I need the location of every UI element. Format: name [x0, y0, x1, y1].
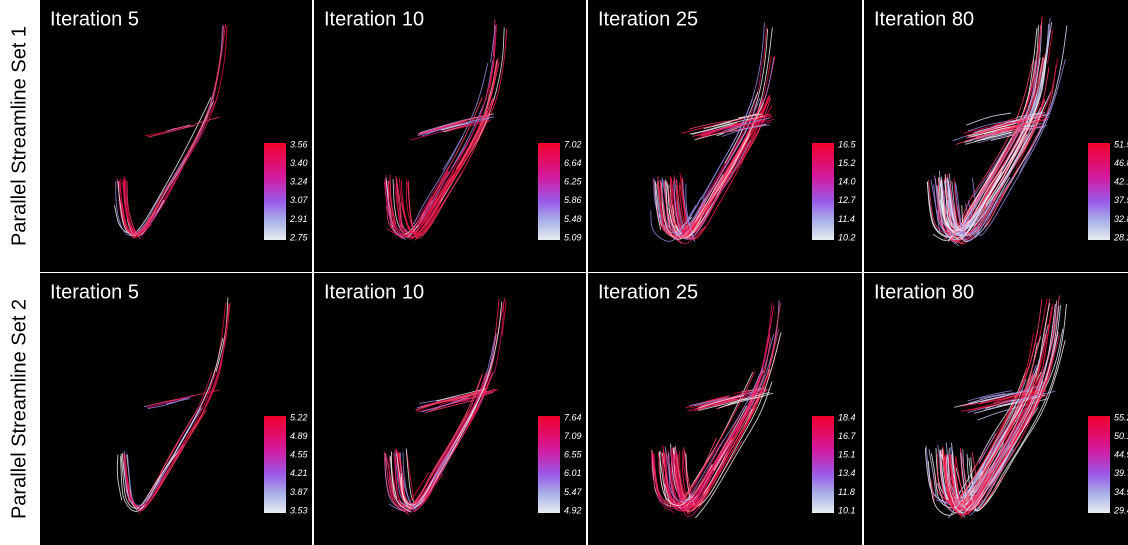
colorbar-tick-label: 3.40	[290, 158, 308, 168]
panel: Iteration 80 55.2 50.1 44.9 39.7 34.5 29.4	[864, 273, 1128, 545]
panel-title: Iteration 10	[324, 281, 424, 303]
colorbar	[1088, 143, 1110, 240]
colorbar-tick-label: 46.8	[1114, 158, 1128, 168]
colorbar	[812, 416, 834, 513]
colorbar-tick-label: 5.22	[290, 412, 308, 422]
panel-title: Iteration 10	[324, 8, 424, 30]
panel-title: Iteration 80	[874, 8, 974, 30]
panel-title: Iteration 25	[598, 281, 698, 303]
colorbar-tick-label: 5.47	[564, 487, 583, 497]
colorbar-tick-label: 3.53	[290, 505, 308, 515]
colorbar-tick-label: 2.91	[289, 214, 308, 224]
panel: Iteration 80 51.5 46.8 42.1 37.5 32.8 28.2	[864, 0, 1128, 272]
colorbar-tick-label: 15.2	[838, 158, 856, 168]
colorbar-tick-label: 34.5	[1114, 487, 1128, 497]
colorbar-tick-label: 7.64	[564, 412, 582, 422]
figure: Parallel Streamline Set 1 Iteration 5 3.56…	[0, 0, 1128, 545]
colorbar	[264, 143, 286, 240]
panel: Iteration 5 5.22 4.89 4.55 4.21 3.87 3.53	[40, 273, 312, 545]
colorbar	[1088, 416, 1110, 513]
colorbar-tick-label: 28.2	[1113, 232, 1128, 242]
colorbar-tick-label: 5.09	[564, 232, 582, 242]
colorbar	[538, 143, 560, 240]
colorbar-tick-label: 16.7	[838, 431, 857, 441]
colorbar-tick-label: 3.07	[290, 195, 309, 205]
colorbar-tick-label: 6.64	[564, 158, 582, 168]
colorbar-tick-label: 16.5	[838, 139, 857, 149]
colorbar-tick-label: 14.0	[838, 177, 856, 187]
colorbar	[264, 416, 286, 513]
colorbar-tick-label: 39.7	[1114, 468, 1128, 478]
colorbar-tick-label: 11.8	[838, 487, 855, 497]
colorbar-tick-label: 51.5	[1114, 139, 1128, 149]
colorbar-tick-label: 42.1	[1114, 177, 1128, 187]
panel: Iteration 10 7.02 6.64 6.25 5.86 5.48 5.09	[314, 0, 586, 272]
colorbar-tick-label: 3.24	[290, 177, 308, 187]
panel-title: Iteration 5	[50, 281, 139, 303]
colorbar-tick-label: 18.4	[838, 412, 856, 422]
colorbar-tick-label: 29.4	[1113, 505, 1128, 515]
colorbar-tick-label: 15.1	[838, 450, 856, 460]
panel: Iteration 25 16.5 15.2 14.0 12.7 11.4 10.2	[588, 0, 862, 272]
row-label: Parallel Streamline Set 2	[8, 299, 30, 519]
panel: Iteration 10 7.64 7.09 6.55 6.01 5.47 4.92	[314, 273, 586, 545]
colorbar	[812, 143, 834, 240]
colorbar-tick-label: 7.02	[564, 139, 582, 149]
colorbar-tick-label: 7.09	[564, 431, 582, 441]
panel-title: Iteration 5	[50, 8, 139, 30]
panel-title: Iteration 80	[874, 281, 974, 303]
panel: Iteration 25 18.4 16.7 15.1 13.4 11.8 10.1	[588, 273, 862, 545]
colorbar-tick-label: 5.48	[564, 214, 582, 224]
panel: Iteration 5 3.56 3.40 3.24 3.07 2.91 2.75	[40, 0, 312, 272]
colorbar-tick-label: 4.55	[290, 450, 309, 460]
colorbar-tick-label: 3.56	[290, 139, 308, 149]
colorbar-tick-label: 4.89	[290, 431, 308, 441]
colorbar-tick-label: 13.4	[838, 468, 856, 478]
colorbar-tick-label: 32.8	[1114, 214, 1128, 224]
colorbar-tick-label: 10.2	[838, 232, 856, 242]
colorbar-tick-label: 37.5	[1114, 195, 1128, 205]
colorbar-tick-label: 50.1	[1114, 431, 1128, 441]
colorbar-tick-label: 44.9	[1114, 450, 1128, 460]
colorbar-tick-label: 55.2	[1114, 412, 1128, 422]
colorbar-tick-label: 6.55	[564, 450, 583, 460]
colorbar-tick-label: 10.1	[838, 505, 856, 515]
colorbar-tick-label: 6.25	[564, 177, 583, 187]
colorbar-tick-label: 5.86	[564, 195, 582, 205]
colorbar-tick-label: 6.01	[564, 468, 582, 478]
colorbar-tick-label: 2.75	[289, 232, 309, 242]
colorbar-tick-label: 4.21	[290, 468, 308, 478]
row-label: Parallel Streamline Set 1	[8, 26, 30, 246]
colorbar	[538, 416, 560, 513]
panel-title: Iteration 25	[598, 8, 698, 30]
colorbar-tick-label: 3.87	[290, 487, 309, 497]
colorbar-tick-label: 11.4	[838, 214, 855, 224]
colorbar-tick-label: 12.7	[838, 195, 857, 205]
colorbar-tick-label: 4.92	[564, 505, 582, 515]
